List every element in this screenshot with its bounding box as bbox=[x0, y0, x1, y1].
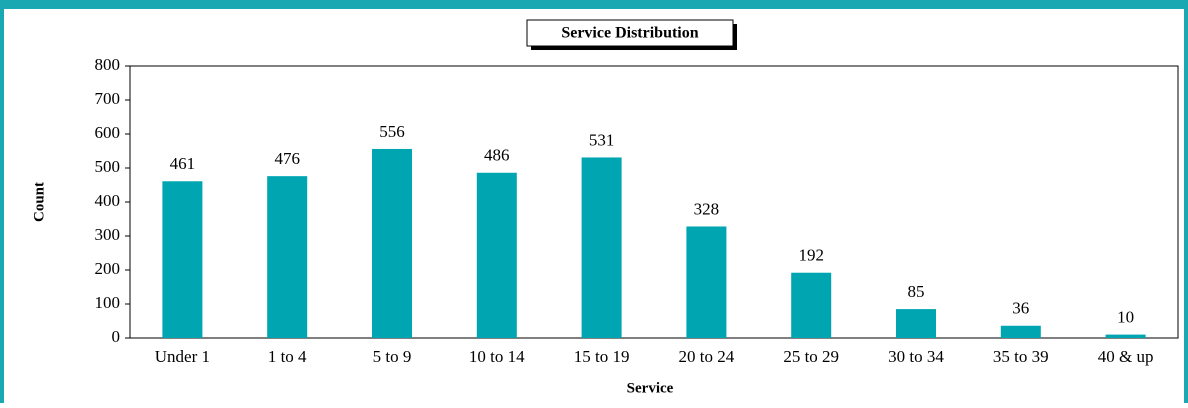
bar bbox=[162, 181, 203, 338]
bar bbox=[791, 272, 832, 338]
y-tick-label: 800 bbox=[95, 55, 121, 74]
chart-title: Service Distribution bbox=[561, 25, 698, 42]
data-label: 192 bbox=[798, 246, 824, 265]
x-tick-label: 15 to 19 bbox=[574, 347, 630, 366]
x-tick-label: 30 to 34 bbox=[888, 347, 944, 366]
y-tick-label: 100 bbox=[95, 293, 121, 312]
x-tick-label: 35 to 39 bbox=[993, 347, 1049, 366]
bar bbox=[896, 309, 936, 338]
data-label: 486 bbox=[484, 146, 510, 165]
data-label: 476 bbox=[274, 149, 300, 168]
bar bbox=[686, 226, 727, 338]
x-tick-label: 25 to 29 bbox=[783, 347, 839, 366]
bar bbox=[476, 172, 517, 338]
y-tick-label: 500 bbox=[95, 157, 121, 176]
y-tick-label: 0 bbox=[112, 327, 121, 346]
y-tick-label: 600 bbox=[95, 123, 121, 142]
x-tick-label: 1 to 4 bbox=[268, 347, 307, 366]
title-box bbox=[526, 19, 734, 47]
bar bbox=[372, 148, 412, 338]
x-tick-label: Under 1 bbox=[155, 347, 210, 366]
x-tick-label: 20 to 24 bbox=[679, 347, 735, 366]
data-label: 85 bbox=[908, 282, 925, 301]
data-label: 531 bbox=[589, 130, 615, 149]
data-label: 461 bbox=[170, 154, 196, 173]
y-axis-label: Count bbox=[31, 182, 47, 222]
bar bbox=[1105, 334, 1146, 338]
data-label: 328 bbox=[694, 199, 720, 218]
y-tick-label: 200 bbox=[95, 259, 121, 278]
y-tick-label: 300 bbox=[95, 225, 121, 244]
x-axis-label: Service bbox=[627, 380, 674, 396]
bar bbox=[267, 176, 308, 338]
bar bbox=[1000, 325, 1041, 338]
bar bbox=[581, 157, 622, 338]
y-tick-label: 700 bbox=[95, 89, 121, 108]
x-tick-label: 10 to 14 bbox=[469, 347, 525, 366]
y-tick-label: 400 bbox=[95, 191, 121, 210]
data-label: 556 bbox=[379, 122, 405, 141]
x-tick-label: 5 to 9 bbox=[373, 347, 412, 366]
data-label: 36 bbox=[1012, 299, 1029, 318]
data-label: 10 bbox=[1117, 308, 1134, 327]
x-tick-label: 40 & up bbox=[1098, 347, 1154, 366]
